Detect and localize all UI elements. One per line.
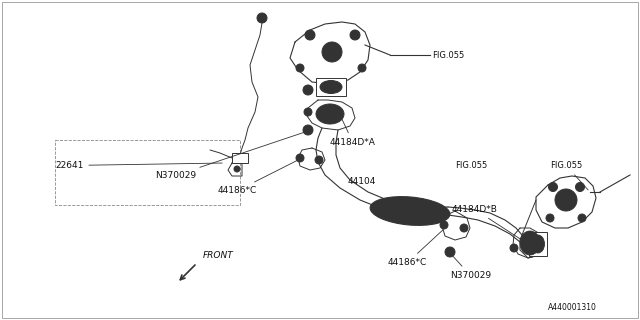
Circle shape: [575, 182, 584, 191]
Circle shape: [257, 13, 267, 23]
Text: FIG.055: FIG.055: [455, 161, 487, 170]
Text: N370029: N370029: [450, 255, 491, 280]
Circle shape: [510, 244, 518, 252]
Bar: [232, 153, 248, 163]
Circle shape: [350, 30, 360, 40]
Circle shape: [322, 42, 342, 62]
Circle shape: [460, 224, 468, 232]
Circle shape: [440, 221, 448, 229]
Ellipse shape: [370, 196, 450, 225]
Text: FRONT: FRONT: [203, 251, 234, 260]
Circle shape: [296, 154, 304, 162]
Circle shape: [303, 85, 313, 95]
Circle shape: [304, 108, 312, 116]
Circle shape: [296, 64, 304, 72]
Circle shape: [445, 247, 455, 257]
Bar: [529, 232, 547, 256]
Text: N370029: N370029: [155, 132, 305, 180]
Circle shape: [315, 156, 323, 164]
Circle shape: [578, 214, 586, 222]
Circle shape: [327, 47, 337, 57]
Ellipse shape: [376, 202, 444, 220]
Circle shape: [546, 214, 554, 222]
Circle shape: [555, 189, 577, 211]
Ellipse shape: [320, 81, 342, 93]
Ellipse shape: [316, 104, 344, 124]
Circle shape: [305, 30, 315, 40]
Text: 44184D*B: 44184D*B: [452, 205, 525, 243]
Text: FIG.055: FIG.055: [432, 51, 464, 60]
Text: 44184D*A: 44184D*A: [330, 117, 376, 147]
Text: 44186*C: 44186*C: [218, 159, 300, 195]
Circle shape: [548, 182, 557, 191]
Text: 44104: 44104: [348, 178, 376, 187]
Ellipse shape: [531, 235, 545, 253]
Text: 22641: 22641: [55, 161, 222, 170]
Ellipse shape: [520, 231, 540, 255]
Circle shape: [303, 125, 313, 135]
Circle shape: [561, 195, 572, 205]
Text: A440001310: A440001310: [548, 303, 597, 312]
Text: FIG.055: FIG.055: [550, 161, 588, 190]
Text: 44186*C: 44186*C: [388, 230, 443, 267]
Circle shape: [358, 64, 366, 72]
Bar: [316, 78, 346, 96]
Circle shape: [447, 250, 452, 254]
Circle shape: [234, 166, 240, 172]
Bar: [55, 140, 240, 205]
